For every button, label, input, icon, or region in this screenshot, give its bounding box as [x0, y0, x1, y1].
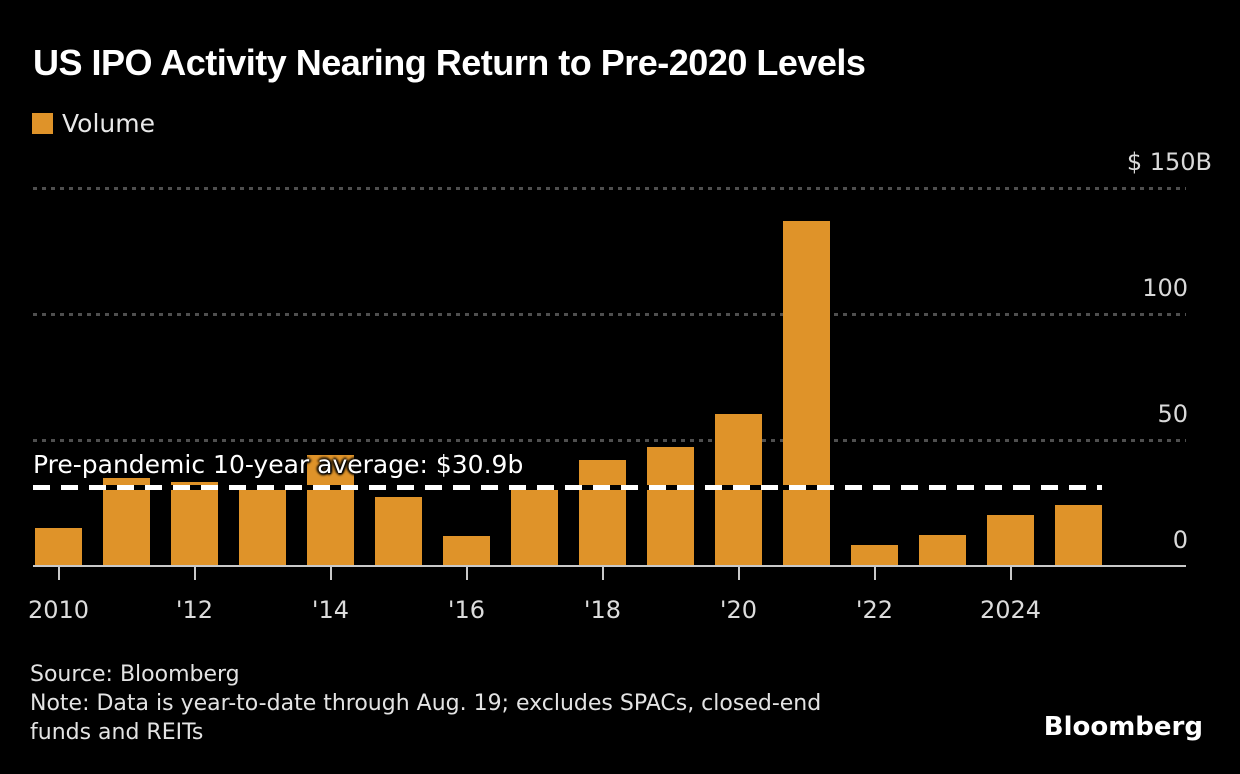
bar-2015 [375, 496, 422, 565]
x-axis-label-2014: '14 [311, 596, 350, 624]
x-axis-label-2022: '22 [855, 596, 894, 624]
x-axis-label-2010: 2010 [27, 596, 90, 624]
y-axis-label-150: $ 150B [1126, 148, 1212, 176]
bar-2022 [851, 544, 898, 565]
bar-2018 [579, 460, 626, 565]
x-tick-2022 [873, 567, 876, 580]
x-tick-2016 [465, 567, 468, 580]
average-annotation-label: Pre-pandemic 10-year average: $30.9b [33, 450, 524, 479]
note-text-line2: funds and REITs [30, 720, 204, 745]
x-axis-label-2012: '12 [175, 596, 214, 624]
legend-label: Volume [62, 109, 155, 138]
x-tick-2020 [737, 567, 740, 580]
bar-2017 [511, 489, 558, 565]
bar-2021 [783, 221, 830, 565]
average-dashed-line [33, 484, 1102, 490]
bar-2019 [647, 446, 694, 565]
bar-2013 [239, 489, 286, 565]
y-axis-label-100: 100 [1142, 274, 1188, 302]
bar-2010 [35, 528, 82, 565]
bar-2011 [103, 478, 150, 565]
x-axis-label-2016: '16 [447, 596, 486, 624]
x-tick-2018 [601, 567, 604, 580]
bar-2014 [307, 455, 354, 565]
legend-swatch-icon [32, 113, 53, 134]
x-axis-label-2020: '20 [719, 596, 758, 624]
y-axis-label-0: 0 [1172, 526, 1188, 554]
x-tick-2024 [1009, 567, 1012, 580]
x-tick-2010 [57, 567, 60, 580]
gridline-150 [33, 187, 1186, 190]
y-axis-label-50: 50 [1157, 400, 1188, 428]
bar-2023 [919, 534, 966, 565]
bar-2024 [987, 514, 1034, 565]
note-text-line1: Note: Data is year-to-date through Aug. … [30, 691, 822, 716]
x-axis-line [33, 565, 1186, 567]
x-axis-label-2018: '18 [583, 596, 622, 624]
source-text: Source: Bloomberg [30, 662, 240, 687]
gridline-50 [33, 439, 1186, 442]
bar-2016 [443, 536, 490, 565]
x-tick-2014 [329, 567, 332, 580]
bar-2025 [1055, 504, 1102, 565]
gridline-100 [33, 313, 1186, 316]
bloomberg-logo: Bloomberg [1043, 712, 1203, 742]
x-tick-2012 [193, 567, 196, 580]
chart-title: US IPO Activity Nearing Return to Pre-20… [33, 42, 866, 83]
x-axis-label-2024: 2024 [979, 596, 1042, 624]
bar-2012 [171, 481, 218, 565]
